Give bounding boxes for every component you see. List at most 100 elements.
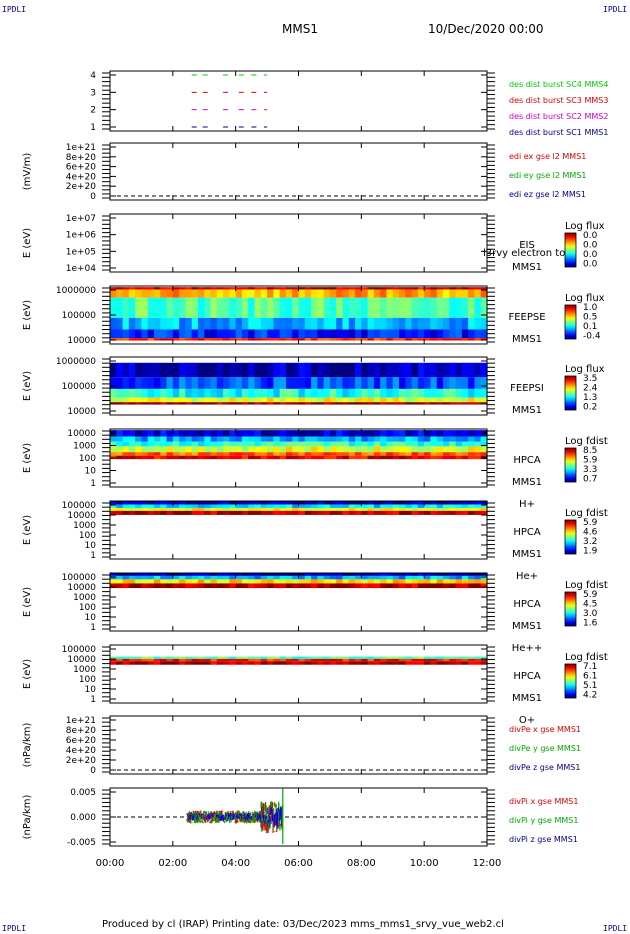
spectrogram-cell	[474, 329, 482, 339]
spectrogram-cell	[386, 583, 394, 589]
spectrogram-cell	[185, 661, 193, 665]
spectrogram-cell	[172, 575, 180, 580]
spectrogram-cell	[298, 501, 306, 505]
spectrogram-cell	[254, 338, 262, 341]
spectrogram-cell	[179, 338, 186, 341]
spectrogram-cell	[128, 397, 136, 403]
y-tick-label: 1000	[73, 442, 96, 452]
spectrogram-cell	[373, 402, 381, 405]
spectrogram-cell	[279, 436, 287, 442]
spectrogram-cell	[336, 287, 344, 290]
spectrogram-cell	[185, 329, 193, 339]
spectrogram-cell	[323, 455, 331, 460]
spectrogram-cell	[241, 658, 249, 662]
spectrogram-cell	[116, 436, 124, 442]
spectrogram-cell	[248, 402, 256, 405]
spectrogram-cell	[147, 446, 155, 453]
spectrogram-cell	[304, 579, 312, 584]
spectrogram-cell	[361, 658, 369, 662]
spectrogram-cell	[248, 575, 256, 580]
spectrogram-cell	[172, 297, 180, 318]
spectrogram-cell	[204, 436, 212, 442]
spectrogram-cell	[411, 287, 419, 290]
spectrogram-cell	[135, 402, 143, 405]
spectrogram-cell	[216, 297, 224, 318]
spectrogram-cell	[179, 573, 186, 576]
y-axis-label: E (eV)	[22, 443, 33, 473]
spectrogram-cell	[329, 661, 337, 665]
spectrogram-cell	[399, 297, 406, 318]
panel-hpca_hepp	[102, 572, 577, 632]
spectrogram-cell	[210, 402, 218, 405]
spectrogram-cell	[235, 338, 243, 341]
spectrogram-cell	[443, 289, 450, 298]
spectrogram-cell	[122, 436, 130, 442]
instrument-label: MMS1	[512, 405, 542, 416]
spectrogram-cell	[348, 402, 356, 405]
spectrogram-cell	[273, 362, 281, 378]
legend-entry: des dist burst SC1 MMS1	[509, 128, 608, 137]
spectrogram-cell	[336, 289, 344, 298]
spectrogram-cell	[355, 397, 362, 403]
spectrogram-cell	[197, 507, 205, 511]
spectrogram-cell	[210, 504, 218, 508]
spectrogram-cell	[392, 388, 400, 398]
y-tick-label: 0	[90, 766, 96, 776]
spectrogram-cell	[392, 507, 400, 511]
spectrogram-cell	[267, 573, 274, 576]
spectrogram-cell	[336, 501, 344, 505]
spectrogram-cell	[216, 388, 224, 398]
spectrogram-cell	[216, 455, 224, 460]
spectrogram-cell	[461, 452, 469, 456]
spectrogram-cell	[292, 289, 300, 298]
spectrogram-cell	[468, 377, 476, 389]
spectrogram-cell	[204, 575, 212, 580]
colorbar-tick-label: 0.2	[583, 403, 597, 413]
spectrogram-cell	[147, 338, 155, 341]
spectrogram-cell	[424, 297, 432, 318]
y-axis-label: E (eV)	[22, 300, 33, 330]
spectrogram-cell	[417, 287, 425, 290]
spectrogram-cell	[329, 289, 337, 298]
spectrogram-cell	[172, 446, 180, 453]
spectrogram-cell	[348, 377, 356, 389]
spectrogram-cell	[461, 297, 469, 318]
spectrogram-cell	[110, 397, 117, 403]
spectrogram-cell	[210, 362, 218, 378]
spectrogram-cell	[241, 287, 249, 290]
spectrogram-cell	[367, 658, 375, 662]
spectrogram-cell	[436, 338, 444, 341]
spectrogram-cell	[254, 436, 262, 442]
spectrogram-cell	[273, 504, 281, 508]
spectrogram-cell	[110, 362, 117, 378]
spectrogram-cell	[399, 501, 406, 505]
spectrogram-cell	[424, 436, 432, 442]
spectrogram-cell	[160, 583, 168, 589]
spectrogram-cell	[241, 338, 249, 341]
spectrogram-cell	[160, 507, 168, 511]
spectrogram-cell	[260, 430, 268, 437]
spectrogram-cell	[172, 402, 180, 405]
spectrogram-cell	[267, 402, 274, 405]
spectrogram-cell	[160, 397, 168, 403]
spectrogram-cell	[455, 388, 463, 398]
instrument-label: HPCA	[513, 455, 541, 466]
spectrogram-cell	[399, 377, 406, 389]
spectrogram-cell	[436, 388, 444, 398]
spectrogram-cell	[367, 507, 375, 511]
spectrogram-cell	[480, 317, 488, 330]
spectrogram-cell	[160, 441, 168, 447]
spectrogram-cell	[361, 436, 369, 442]
spectrogram-cell	[267, 289, 274, 298]
spectrogram-cell	[197, 441, 205, 447]
spectrogram-cell	[141, 661, 149, 665]
spectrogram-cell	[179, 297, 186, 318]
spectrogram-cell	[411, 297, 419, 318]
spectrogram-cell	[260, 446, 268, 453]
spectrogram-cell	[417, 430, 425, 437]
spectrogram-cell	[229, 583, 237, 589]
spectrogram-cell	[348, 446, 356, 453]
spectrogram-cell	[455, 455, 463, 460]
colorbar-tick-label: 1.6	[583, 619, 598, 629]
spectrogram-cell	[110, 436, 117, 442]
